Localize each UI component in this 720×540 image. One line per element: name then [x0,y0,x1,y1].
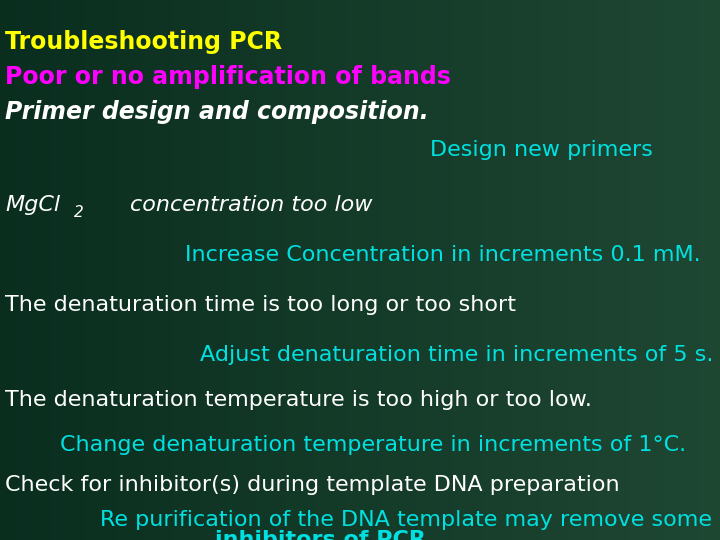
Text: Check for inhibitor(s) during template DNA preparation: Check for inhibitor(s) during template D… [5,475,620,495]
Text: Troubleshooting PCR: Troubleshooting PCR [5,30,282,54]
Text: 2: 2 [74,205,84,220]
Text: Adjust denaturation time in increments of 5 s.: Adjust denaturation time in increments o… [200,345,714,365]
Text: Change denaturation temperature in increments of 1°C.: Change denaturation temperature in incre… [60,435,686,455]
Text: The denaturation temperature is too high or too low.: The denaturation temperature is too high… [5,390,592,410]
Text: Poor or no amplification of bands: Poor or no amplification of bands [5,65,451,89]
Text: The denaturation time is too long or too short: The denaturation time is too long or too… [5,295,516,315]
Text: MgCl: MgCl [5,195,60,215]
Text: Increase Concentration in increments 0.1 mM.: Increase Concentration in increments 0.1… [185,245,701,265]
Text: Design new primers: Design new primers [430,140,653,160]
Text: Re purification of the DNA template may remove some: Re purification of the DNA template may … [100,510,712,530]
Text: inhibitors of PCR.: inhibitors of PCR. [215,530,435,540]
Text: Primer design and composition.: Primer design and composition. [5,100,428,124]
Text: concentration too low: concentration too low [130,195,372,215]
